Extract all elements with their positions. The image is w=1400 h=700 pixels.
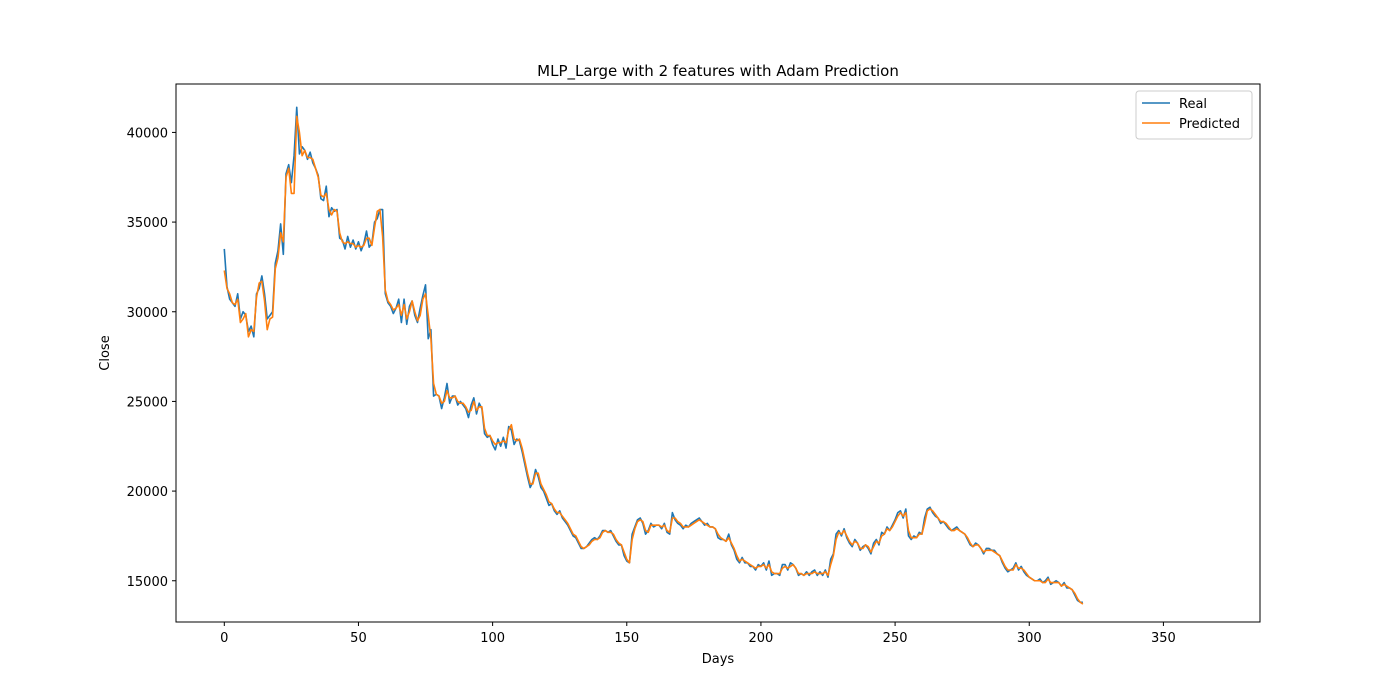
y-tick-label: 40000 xyxy=(127,126,168,141)
y-axis: 15000 20000 25000 30000 35000 40000 xyxy=(127,126,176,590)
plot-area: 0 50 100 150 200 250 300 350 15000 20000 25000 300… xyxy=(127,83,1261,646)
y-tick-label: 15000 xyxy=(127,575,168,590)
legend-label-real: Real xyxy=(1179,97,1207,112)
x-tick-label: 200 xyxy=(749,631,774,646)
x-tick-label: 100 xyxy=(480,631,505,646)
legend: Real Predicted xyxy=(1135,90,1253,140)
y-tick-label: 20000 xyxy=(127,485,168,500)
x-tick-label: 0 xyxy=(220,631,228,646)
series-line-predicted xyxy=(223,115,1084,605)
y-tick-label: 30000 xyxy=(127,306,168,321)
x-tick-label: 350 xyxy=(1151,631,1176,646)
plot-frame xyxy=(175,83,1261,623)
y-tick-label: 35000 xyxy=(127,216,168,231)
x-tick-label: 300 xyxy=(1017,631,1042,646)
chart-title: MLP_Large with 2 features with Adam Pred… xyxy=(537,62,899,81)
x-tick-label: 50 xyxy=(350,631,367,646)
y-tick-label: 25000 xyxy=(127,395,168,410)
x-axis: 0 50 100 150 200 250 300 350 xyxy=(220,622,1176,646)
x-tick-label: 150 xyxy=(614,631,639,646)
legend-label-predicted: Predicted xyxy=(1179,117,1240,132)
x-tick-label: 250 xyxy=(883,631,908,646)
x-axis-title: Days xyxy=(702,652,735,667)
y-axis-title: Close xyxy=(98,335,113,370)
series-layer xyxy=(223,106,1084,605)
